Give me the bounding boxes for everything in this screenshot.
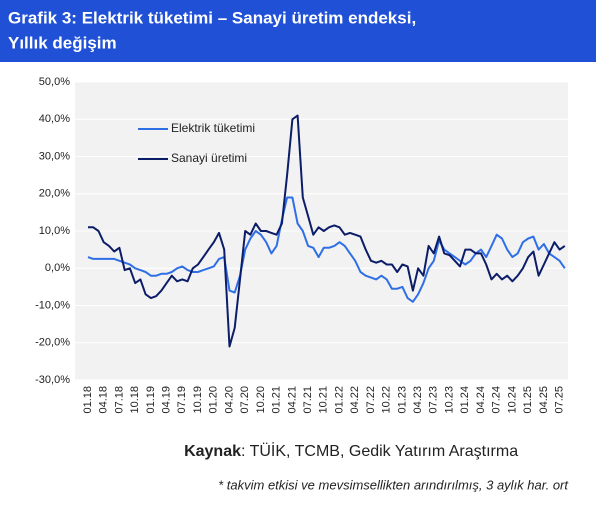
title-banner [0, 0, 596, 62]
y-tick-label: -20,0% [35, 337, 70, 349]
x-tick-label: 07.25 [554, 386, 566, 414]
x-tick-label: 01.19 [145, 386, 157, 414]
y-tick-label: 20,0% [39, 188, 70, 200]
x-tick-label: 10.20 [255, 386, 267, 414]
x-tick-label: 04.21 [286, 386, 298, 414]
x-tick-label: 07.22 [365, 386, 377, 414]
y-tick-label: 40,0% [39, 113, 70, 125]
x-tick-label: 04.25 [538, 386, 550, 414]
chart-title: Yıllık değişim [8, 33, 117, 52]
y-tick-label: -10,0% [35, 299, 70, 311]
x-tick-label: 01.25 [522, 386, 534, 414]
x-tick-label: 07.24 [491, 386, 503, 414]
x-tick-label: 01.22 [333, 386, 345, 414]
x-tick-label: 04.18 [98, 386, 110, 414]
series-line [87, 196, 566, 303]
x-tick-label: 10.23 [443, 386, 455, 414]
x-tick-label: 01.18 [82, 386, 94, 414]
source-label: Kaynak [184, 443, 241, 460]
x-tick-label: 07.19 [176, 386, 188, 414]
x-tick-label: 10.24 [506, 386, 518, 414]
series-line [88, 114, 566, 348]
x-tick-label: 04.19 [161, 386, 173, 414]
y-tick-label: 50,0% [39, 76, 70, 88]
legend-label: Sanayi üretimi [171, 151, 247, 165]
x-tick-label: 07.21 [302, 386, 314, 414]
x-tick-label: 04.20 [223, 386, 235, 414]
y-tick-label: -30,0% [35, 374, 70, 386]
x-tick-label: 04.22 [349, 386, 361, 414]
x-tick-label: 01.21 [271, 386, 283, 414]
x-tick-label: 04.23 [412, 386, 424, 414]
x-tick-label: 10.22 [381, 386, 393, 414]
x-tick-label: 07.23 [428, 386, 440, 414]
x-tick-label: 07.18 [113, 386, 125, 414]
source-text: : TÜİK, TCMB, Gedik Yatırım Araştırma [241, 441, 518, 460]
x-tick-label: 10.21 [318, 386, 330, 414]
y-tick-label: 10,0% [39, 225, 70, 237]
x-tick-label: 01.24 [459, 386, 471, 414]
footnote: * takvim etkisi ve mevsimsellikten arınd… [218, 477, 569, 492]
x-tick-label: 10.18 [129, 386, 141, 414]
x-tick-label: 07.20 [239, 386, 251, 414]
y-tick-label: 30,0% [39, 150, 70, 162]
chart-title: Grafik 3: Elektrik tüketimi – Sanayi üre… [8, 8, 416, 27]
x-tick-label: 04.24 [475, 386, 487, 414]
y-tick-label: 0,0% [45, 262, 70, 274]
legend-label: Elektrik tüketimi [171, 121, 255, 135]
x-tick-label: 10.19 [192, 386, 204, 414]
x-tick-label: 01.23 [396, 386, 408, 414]
x-tick-label: 01.20 [208, 386, 220, 414]
